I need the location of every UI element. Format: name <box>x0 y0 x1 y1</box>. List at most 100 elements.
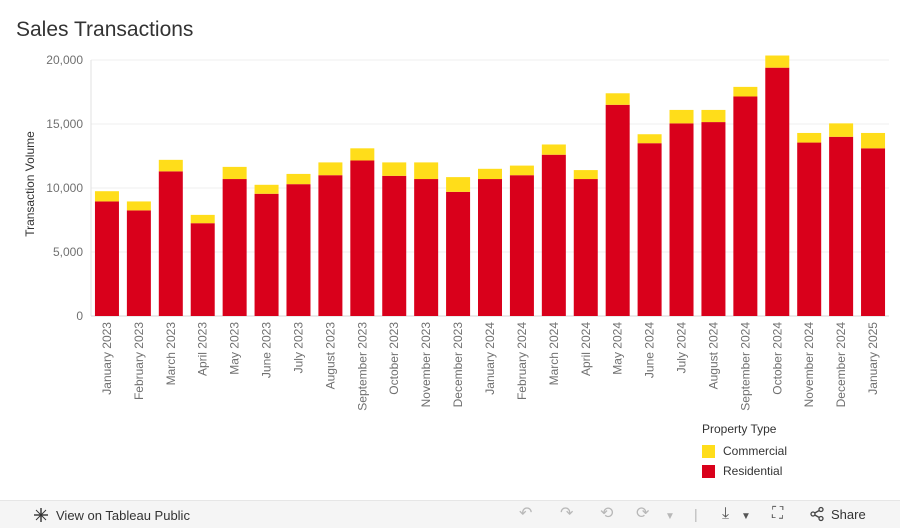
refresh-icon[interactable]: ⟳ <box>636 505 650 522</box>
bar-residential[interactable] <box>861 148 886 316</box>
bar-residential[interactable] <box>669 123 694 316</box>
redo-icon[interactable]: ↷ <box>560 505 574 522</box>
legend: Property Type Commercial Residential <box>702 422 787 481</box>
bar-residential[interactable] <box>254 193 279 316</box>
x-tick-label: October 2024 <box>770 322 784 395</box>
bar-commercial[interactable] <box>637 134 662 144</box>
view-on-tableau-link[interactable]: View on Tableau Public <box>32 506 190 524</box>
bar-residential[interactable] <box>573 179 598 316</box>
bar-commercial[interactable] <box>478 168 502 180</box>
x-tick-label: September 2024 <box>738 322 752 411</box>
x-tick-label: August 2023 <box>323 322 337 390</box>
bar-commercial[interactable] <box>829 123 854 137</box>
bar-residential[interactable] <box>318 175 343 316</box>
undo-icon[interactable]: ↶ <box>519 505 533 522</box>
legend-title: Property Type <box>702 422 777 436</box>
bar-residential[interactable] <box>350 160 375 316</box>
view-on-tableau-label: View on Tableau Public <box>56 507 190 523</box>
bar-residential[interactable] <box>94 201 119 316</box>
bar-residential[interactable] <box>541 154 566 316</box>
bar-commercial[interactable] <box>190 214 215 224</box>
x-tick-label: July 2023 <box>291 322 305 374</box>
bar-residential[interactable] <box>733 96 758 316</box>
y-tick-label: 20,000 <box>46 53 83 67</box>
y-tick-label: 5,000 <box>53 245 83 259</box>
x-tick-label: January 2023 <box>100 322 114 395</box>
y-tick-label: 15,000 <box>46 117 83 131</box>
bar-commercial[interactable] <box>286 173 311 185</box>
x-tick-label: January 2024 <box>483 322 497 395</box>
x-tick-label: November 2024 <box>802 322 816 408</box>
bar-commercial[interactable] <box>605 93 630 105</box>
y-axis-ticks: 0 5,000 10,000 15,000 20,000 <box>46 53 83 323</box>
share-button[interactable]: Share <box>809 506 866 522</box>
x-tick-label: January 2025 <box>866 322 880 395</box>
bar-residential[interactable] <box>701 122 726 316</box>
bar-commercial[interactable] <box>158 159 183 172</box>
legend-item-commercial[interactable]: Commercial <box>702 441 787 461</box>
bar-commercial[interactable] <box>701 109 726 123</box>
tableau-toolbar: View on Tableau Public ↶ ↷ ⟲ ⟳ ▼ | ⤓ ▼ ⛶… <box>0 500 900 528</box>
legend-item-residential[interactable]: Residential <box>702 461 787 481</box>
bar-commercial[interactable] <box>222 166 247 180</box>
x-tick-label: May 2024 <box>611 322 625 375</box>
bar-commercial[interactable] <box>765 55 790 68</box>
x-tick-label: September 2023 <box>355 322 369 411</box>
share-icon <box>810 506 824 522</box>
share-label: Share <box>831 506 866 522</box>
y-tick-label: 10,000 <box>46 181 83 195</box>
bar-residential[interactable] <box>765 67 790 317</box>
bar-commercial[interactable] <box>94 191 119 202</box>
bar-commercial[interactable] <box>733 86 758 97</box>
bar-commercial[interactable] <box>509 165 534 176</box>
stacked-bar-chart: 0 5,000 10,000 15,000 20,000 Transaction Vol… <box>23 53 889 411</box>
download-icon[interactable]: ⤓ <box>722 505 730 522</box>
y-tick-label: 0 <box>76 309 83 323</box>
legend-label-residential: Residential <box>723 464 783 478</box>
bar-commercial[interactable] <box>382 162 407 176</box>
legend-swatch-residential <box>702 464 715 478</box>
bar-residential[interactable] <box>446 191 471 316</box>
bar-residential[interactable] <box>190 223 215 316</box>
bar-residential[interactable] <box>829 136 854 316</box>
x-tick-label: April 2024 <box>579 322 593 376</box>
x-tick-label: July 2024 <box>675 322 689 374</box>
bar-residential[interactable] <box>637 143 662 316</box>
fullscreen-icon[interactable]: ⛶ <box>772 505 784 522</box>
bar-commercial[interactable] <box>446 177 471 192</box>
bar-commercial[interactable] <box>350 148 375 161</box>
revert-icon[interactable]: ⟲ <box>600 505 614 522</box>
bar-residential[interactable] <box>605 104 630 316</box>
x-tick-label: April 2023 <box>196 322 210 376</box>
y-axis-title: Transaction Volume <box>23 131 37 237</box>
bar-residential[interactable] <box>222 179 247 316</box>
bar-residential[interactable] <box>286 184 311 316</box>
bar-residential[interactable] <box>797 142 822 316</box>
bar-commercial[interactable] <box>414 162 439 180</box>
bar-commercial[interactable] <box>254 184 279 194</box>
legend-label-commercial: Commercial <box>723 444 788 458</box>
x-tick-label: November 2023 <box>419 322 433 408</box>
bar-residential[interactable] <box>382 175 407 316</box>
x-tick-label: March 2023 <box>164 322 178 386</box>
x-tick-label: June 2023 <box>260 322 274 378</box>
bar-commercial[interactable] <box>861 132 886 149</box>
x-tick-label: May 2023 <box>228 322 242 375</box>
bar-commercial[interactable] <box>573 170 598 180</box>
bar-commercial[interactable] <box>669 109 694 124</box>
bar-residential[interactable] <box>414 179 439 316</box>
bar-commercial[interactable] <box>541 144 566 155</box>
x-tick-label: December 2023 <box>451 322 465 408</box>
bar-commercial[interactable] <box>318 162 343 176</box>
legend-swatch-commercial <box>702 444 715 458</box>
refresh-dropdown-icon[interactable]: ▼ <box>665 511 675 522</box>
bar-residential[interactable] <box>158 171 183 316</box>
bars <box>94 55 886 317</box>
bar-commercial[interactable] <box>126 201 151 211</box>
bar-commercial[interactable] <box>797 132 822 143</box>
x-tick-label: March 2024 <box>547 322 561 386</box>
bar-residential[interactable] <box>126 210 151 316</box>
bar-residential[interactable] <box>478 179 502 316</box>
download-dropdown-icon[interactable]: ▼ <box>741 511 751 522</box>
bar-residential[interactable] <box>509 175 534 316</box>
